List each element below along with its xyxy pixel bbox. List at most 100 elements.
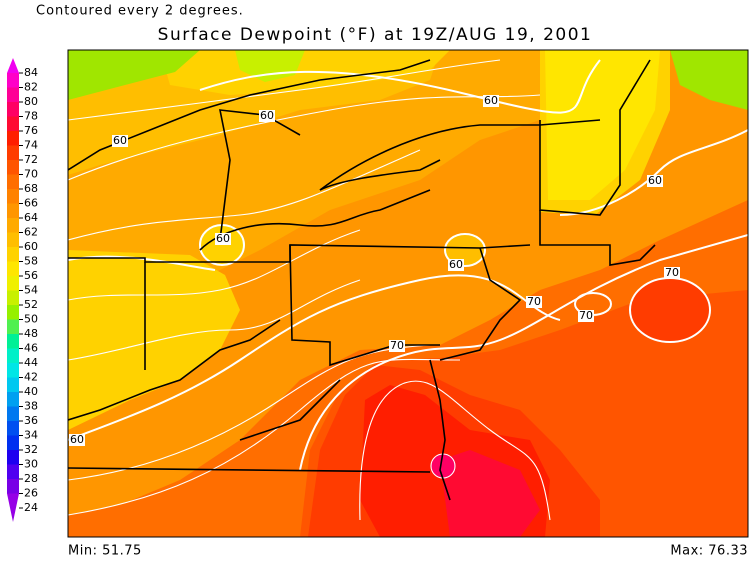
contour-label-bg (526, 296, 542, 308)
contour-label: 70 (579, 309, 593, 322)
colorbar-label: 74 (24, 139, 38, 152)
colorbar-swatch (7, 334, 19, 349)
colorbar-swatch (7, 435, 19, 450)
region (545, 50, 660, 200)
contour-label-bg (578, 310, 594, 322)
colorbar-swatch (7, 73, 19, 88)
title: Surface Dewpoint (°F) at 19Z/AUG 19, 200… (158, 25, 593, 45)
colorbar-swatch (7, 493, 19, 522)
colorbar-swatch (7, 102, 19, 117)
colorbar-label: 50 (24, 313, 38, 326)
colorbar-swatch (7, 319, 19, 334)
contour-label: 60 (648, 174, 662, 187)
colorbar-label: 56 (24, 269, 38, 282)
colorbar-swatch (7, 261, 19, 276)
contour-label: 70 (390, 339, 404, 352)
colorbar-label: 54 (24, 284, 38, 297)
contour-labels: 60 60 60 60 60 60 70 70 70 70 60 (69, 94, 680, 446)
contour-label-bg (664, 267, 680, 279)
colorbar-label: 80 (24, 95, 38, 108)
colorbar-swatch (7, 145, 19, 160)
colorbar-swatch (7, 203, 19, 218)
map-frame (67, 49, 749, 538)
colorbar-label: 76 (24, 124, 38, 137)
colorbar-label: 36 (24, 414, 38, 427)
colorbar-swatch (7, 421, 19, 436)
colorbar-swatch (7, 290, 19, 305)
colorbar-label: 44 (24, 356, 38, 369)
contour-label: 60 (260, 109, 274, 122)
colorbar-label: 72 (24, 153, 38, 166)
max-label: Max: 76.33 (670, 544, 748, 559)
colorbar-swatch (7, 189, 19, 204)
colorbar-label: 30 (24, 458, 38, 471)
colorbar-label: 58 (24, 255, 38, 268)
colorbar-label: 40 (24, 385, 38, 398)
map (67, 49, 749, 538)
colorbar-label: 60 (24, 240, 38, 253)
colorbar-label: 62 (24, 226, 38, 239)
contour-label-bg (259, 110, 275, 122)
colorbar-label: 26 (24, 487, 38, 500)
colorbar-label: 52 (24, 298, 38, 311)
region (68, 50, 200, 100)
note: Contoured every 2 degrees. (36, 4, 244, 19)
colorbar-label: 32 (24, 443, 38, 456)
contour-label-bg (483, 95, 499, 107)
contour-label-bg (448, 259, 464, 271)
colorbar-swatch (7, 87, 19, 102)
colorbar-swatch (7, 131, 19, 146)
colorbar-swatch (7, 479, 19, 494)
colorbar-swatch (7, 377, 19, 392)
colorbar-label: 46 (24, 342, 38, 355)
colorbar-label: 64 (24, 211, 38, 224)
colorbar-swatch (7, 464, 19, 479)
region (445, 234, 485, 266)
colorbar-swatch (7, 218, 19, 233)
colorbar-swatch (7, 406, 19, 421)
contour-label-bg (389, 340, 405, 352)
colorbar-swatch (7, 348, 19, 363)
region (630, 278, 710, 342)
colorbar-label: 66 (24, 197, 38, 210)
colorbar-label: 34 (24, 429, 38, 442)
contours (68, 59, 748, 521)
colorbar-label: 28 (24, 472, 38, 485)
colorbar-label: 38 (24, 400, 38, 413)
colorbar-swatch (7, 232, 19, 247)
contour-label-bg (69, 434, 85, 446)
region (440, 450, 540, 537)
colorbar-swatch (7, 305, 19, 320)
contour-label-bg (215, 233, 231, 245)
colorbar-label: 78 (24, 110, 38, 123)
colorbar-swatch (7, 363, 19, 378)
colorbar-swatch (7, 247, 19, 262)
region (235, 50, 305, 82)
colorbar-swatch (7, 116, 19, 131)
colorbar-label: 24 (24, 501, 38, 514)
contour-label: 60 (113, 134, 127, 147)
colorbar-label: 68 (24, 182, 38, 195)
colorbar-label: 84 (24, 66, 38, 79)
colorbar-swatch (7, 276, 19, 291)
colorbar-label: 42 (24, 371, 38, 384)
colorbar-swatch (7, 450, 19, 465)
region (670, 50, 748, 110)
contour-label-bg (647, 175, 663, 187)
region (431, 454, 455, 478)
colorbar-label: 70 (24, 168, 38, 181)
colorbar-swatch (7, 58, 19, 73)
colorbar-swatch (7, 392, 19, 407)
contour-label-bg (112, 135, 128, 147)
colorbar-swatch (7, 174, 19, 189)
min-label: Min: 51.75 (68, 544, 142, 559)
contour-label: 60 (484, 94, 498, 107)
colorbar-swatch (7, 160, 19, 175)
contour-label: 60 (449, 258, 463, 271)
contour-label: 60 (216, 232, 230, 245)
contour-label: 60 (70, 433, 84, 446)
contour-label: 70 (527, 295, 541, 308)
contour-label: 70 (665, 266, 679, 279)
